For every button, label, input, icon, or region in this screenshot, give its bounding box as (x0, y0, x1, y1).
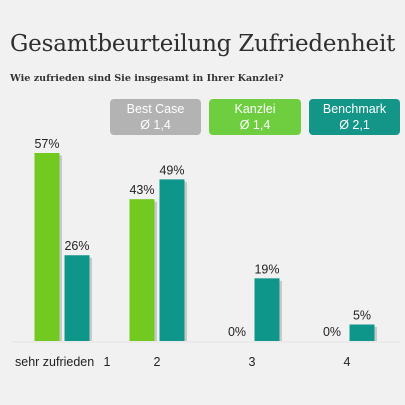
bar-kanzlei-1 (34, 153, 60, 341)
x-tick-label-1: 1 (104, 355, 111, 369)
bar-benchmark-3 (254, 278, 280, 341)
legend-item-best-case: Best Case Ø 1,4 (110, 99, 201, 135)
x-tick-label-4: 4 (344, 355, 351, 369)
bar-benchmark-1 (64, 255, 90, 341)
chart-title: Gesamtbeurteilung Zufriedenheit (10, 31, 396, 57)
bar-benchmark-2 (159, 179, 185, 341)
bar-kanzlei-2 (129, 199, 155, 341)
data-label-benchmark-1: 26% (64, 239, 89, 253)
x-axis-descriptor: sehr zufrieden (15, 355, 94, 369)
data-label-kanzlei-4: 0% (323, 325, 341, 339)
legend-value-best-case: Ø 1,4 (140, 118, 171, 132)
x-tick-label-2: 2 (154, 355, 161, 369)
legend-label-best-case: Best Case (126, 102, 185, 116)
legend-label-benchmark: Benchmark (322, 102, 387, 116)
data-label-kanzlei-3: 0% (228, 325, 246, 339)
data-label-benchmark-4: 5% (353, 309, 371, 323)
data-label-kanzlei-1: 57% (34, 137, 59, 151)
data-label-kanzlei-2: 43% (129, 183, 154, 197)
bar-benchmark-4 (349, 324, 375, 341)
legend-item-kanzlei: Kanzlei Ø 1,4 (209, 99, 301, 135)
data-label-benchmark-2: 49% (159, 163, 184, 177)
legend-item-benchmark: Benchmark Ø 2,1 (309, 99, 400, 135)
legend-value-benchmark: Ø 2,1 (339, 118, 370, 132)
data-label-benchmark-3: 19% (254, 262, 279, 276)
x-tick-label-3: 3 (249, 355, 256, 369)
chart-subtitle: Wie zufrieden sind Sie insgesamt in Ihre… (10, 73, 284, 84)
legend-label-kanzlei: Kanzlei (234, 102, 276, 116)
legend-value-kanzlei: Ø 1,4 (239, 118, 271, 132)
